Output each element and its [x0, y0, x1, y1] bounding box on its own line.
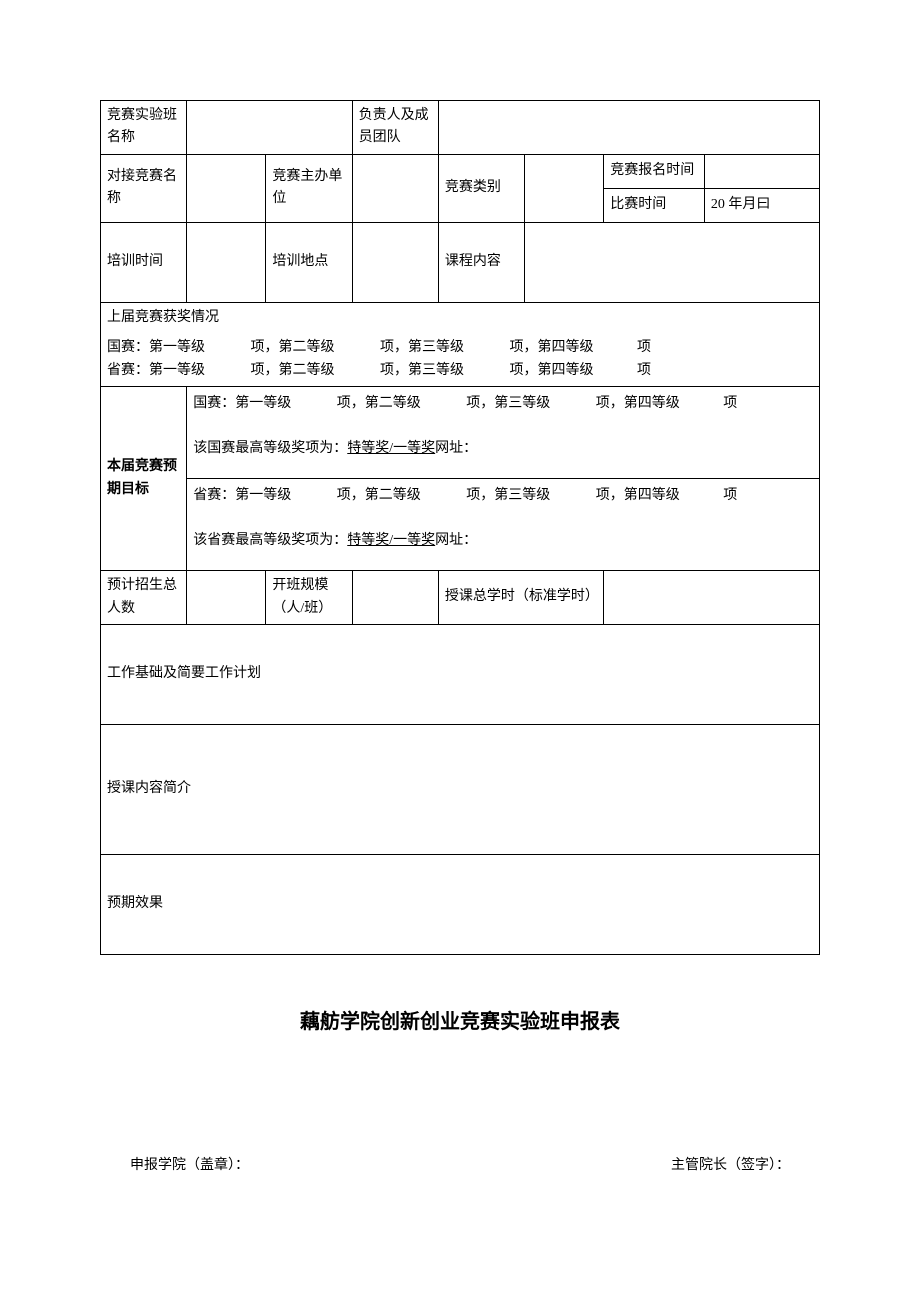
- comp-name-value[interactable]: [187, 154, 266, 222]
- targ-g-e: 项: [723, 396, 737, 411]
- train-loc-label: 培训地点: [266, 222, 352, 302]
- team-value[interactable]: [438, 101, 819, 155]
- hours-label: 授课总学时（标准学时）: [438, 571, 603, 625]
- target-sheng-cell[interactable]: 省赛：第一等级 项，第二等级 项，第三等级 项，第四等级 项 该省赛最高等级奖项…: [187, 479, 820, 571]
- train-time-label: 培训时间: [101, 222, 187, 302]
- document-title: 藕舫学院创新创业竞赛实验班申报表: [100, 1005, 820, 1034]
- prev-sheng-end: 项: [637, 363, 651, 378]
- targ-g-d: 项，第四等级: [596, 396, 680, 411]
- targ-g-hpre: 该国赛最高等级奖项为：: [193, 441, 347, 456]
- prev-award-body[interactable]: 国赛：第一等级 项，第二等级 项，第三等级 项，第四等级 项 省赛：第一等级 项…: [101, 333, 820, 386]
- work-plan-label: 工作基础及简要工作计划: [107, 666, 261, 681]
- lab-name-label: 竞赛实验班名称: [101, 101, 187, 155]
- prev-guo-l1: 国赛：第一等级: [107, 340, 205, 355]
- train-loc-value[interactable]: [352, 222, 438, 302]
- prev-sheng-l4: 项，第四等级: [510, 363, 594, 378]
- train-time-value[interactable]: [187, 222, 266, 302]
- teaching-content-cell[interactable]: 授课内容简介: [101, 725, 820, 855]
- reg-time-value[interactable]: [704, 154, 819, 188]
- organizer-value[interactable]: [352, 154, 438, 222]
- teaching-content-label: 授课内容简介: [107, 781, 191, 796]
- signature-row: 申报学院（盖章）： 主管院长（签字）：: [100, 1154, 820, 1174]
- target-guo-cell[interactable]: 国赛：第一等级 项，第二等级 项，第三等级 项，第四等级 项 该国赛最高等级奖项…: [187, 386, 820, 478]
- expected-effect-label: 预期效果: [107, 896, 163, 911]
- targ-s-a: 省赛：第一等级: [193, 488, 291, 503]
- team-label: 负责人及成员团队: [352, 101, 438, 155]
- hours-value[interactable]: [604, 571, 820, 625]
- course-label: 课程内容: [438, 222, 524, 302]
- course-value[interactable]: [525, 222, 820, 302]
- targ-g-c: 项，第三等级: [466, 396, 550, 411]
- work-plan-cell[interactable]: 工作基础及简要工作计划: [101, 625, 820, 725]
- comp-name-label: 对接竞赛名称: [101, 154, 187, 222]
- targ-s-hpost: 网址：: [435, 533, 477, 548]
- prev-sheng-l1: 省赛：第一等级: [107, 363, 205, 378]
- targ-s-hpre: 该省赛最高等级奖项为：: [193, 533, 347, 548]
- targ-s-d: 项，第四等级: [596, 488, 680, 503]
- prev-guo-end: 项: [637, 340, 651, 355]
- targ-g-b: 项，第二等级: [337, 396, 421, 411]
- prev-sheng-l2: 项，第二等级: [251, 363, 335, 378]
- prev-guo-l4: 项，第四等级: [510, 340, 594, 355]
- reg-time-label: 竞赛报名时间: [604, 154, 705, 188]
- expected-effect-cell[interactable]: 预期效果: [101, 855, 820, 955]
- category-value[interactable]: [525, 154, 604, 222]
- application-form-table: 竞赛实验班名称 负责人及成员团队 对接竞赛名称 竞赛主办单位 竞赛类别 竞赛报名…: [100, 100, 820, 955]
- match-time-value[interactable]: 20 年月曰: [704, 188, 819, 222]
- class-size-value[interactable]: [352, 571, 438, 625]
- targ-g-a: 国赛：第一等级: [193, 396, 291, 411]
- class-size-label: 开班规模（人/班）: [266, 571, 352, 625]
- prev-guo-l2: 项，第二等级: [251, 340, 335, 355]
- targ-s-e: 项: [723, 488, 737, 503]
- signature-right: 主管院长（签字）：: [671, 1154, 790, 1174]
- targ-s-b: 项，第二等级: [337, 488, 421, 503]
- category-label: 竞赛类别: [438, 154, 524, 222]
- enroll-label: 预计招生总人数: [101, 571, 187, 625]
- targ-g-hpost: 网址：: [435, 441, 477, 456]
- prev-guo-l3: 项，第三等级: [380, 340, 464, 355]
- prev-award-header: 上届竞赛获奖情况: [101, 302, 820, 333]
- signature-left: 申报学院（盖章）：: [130, 1154, 330, 1174]
- organizer-label: 竞赛主办单位: [266, 154, 352, 222]
- lab-name-value[interactable]: [187, 101, 352, 155]
- target-label: 本届竞赛预期目标: [101, 386, 187, 570]
- targ-g-hu: 特等奖/一等奖: [347, 441, 435, 456]
- enroll-value[interactable]: [187, 571, 266, 625]
- match-time-label: 比赛时间: [604, 188, 705, 222]
- targ-s-c: 项，第三等级: [466, 488, 550, 503]
- prev-sheng-l3: 项，第三等级: [380, 363, 464, 378]
- targ-s-hu: 特等奖/一等奖: [347, 533, 435, 548]
